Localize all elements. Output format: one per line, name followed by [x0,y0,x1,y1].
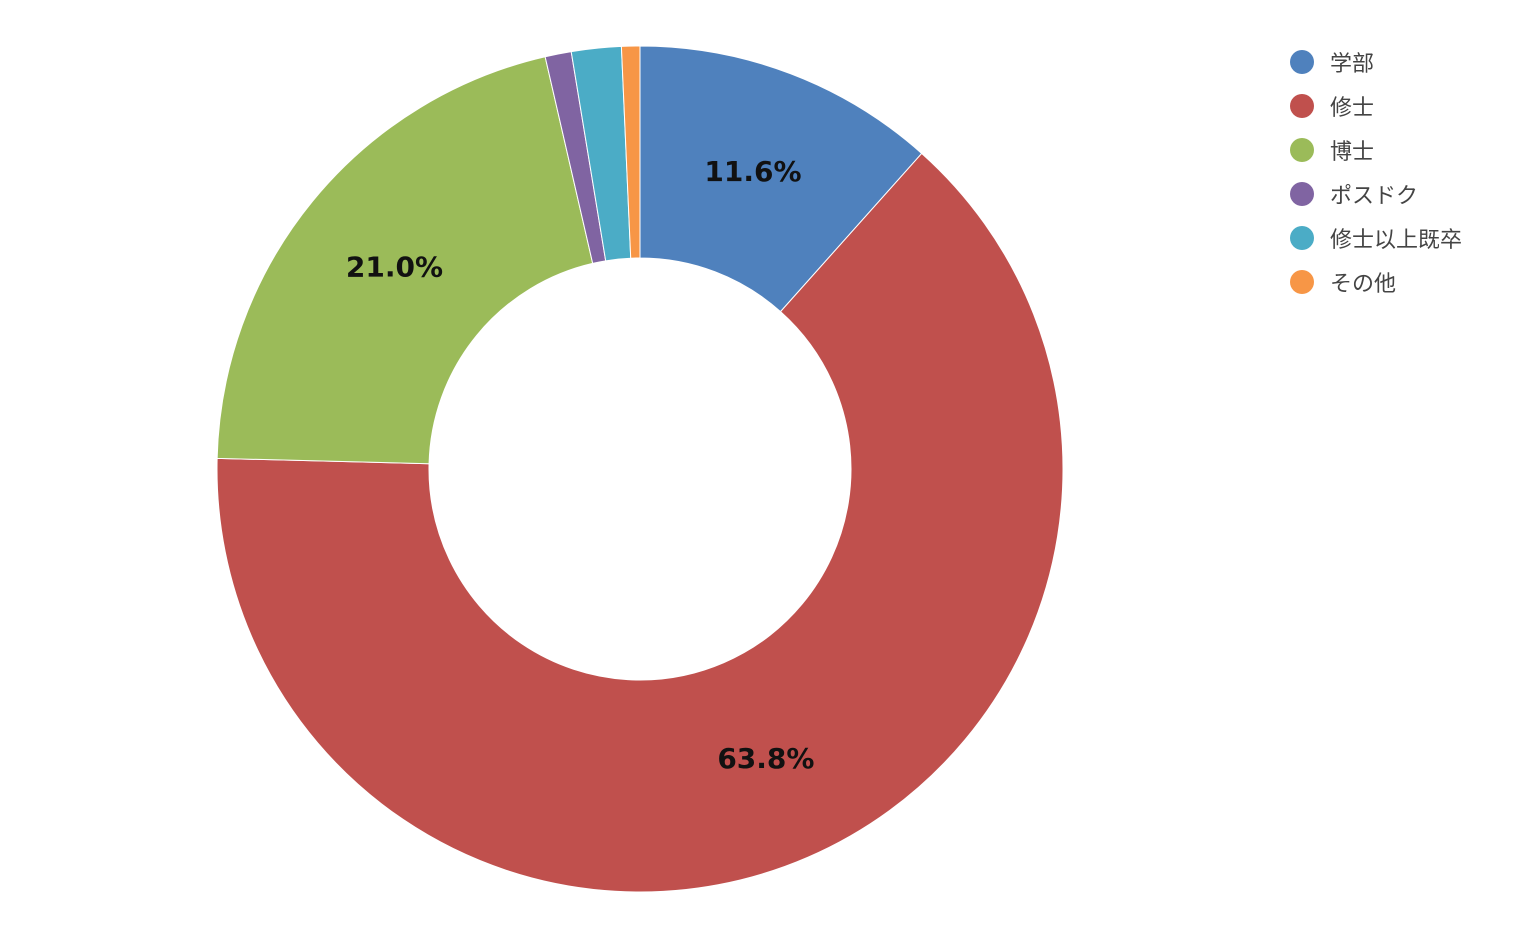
legend-marker-icon [1290,138,1314,162]
data-label: 21.0% [346,250,443,283]
slice-other [620,45,641,259]
legend-item-shushi: 修士 [1290,84,1515,128]
legend-marker-icon [1290,50,1314,74]
legend-marker-icon [1290,270,1314,294]
slice-shushi [216,152,1064,893]
legend-item-postdoc: ポスドク [1290,172,1515,216]
legend-label: 修士以上既卒 [1330,228,1463,253]
chart-legend: 学部 修士 博士 ポスドク 修士以上既卒 その他 [1290,40,1515,304]
legend-item-masters-graduate: 修士以上既卒 [1290,216,1515,260]
donut-data-labels: 11.6% 63.8% 21.0% [346,155,815,775]
legend-item-hakase: 博士 [1290,128,1515,172]
legend-label: 博士 [1330,140,1375,165]
data-label: 63.8% [717,742,814,775]
slice-hakase [216,56,594,465]
legend-marker-icon [1290,94,1314,118]
legend-item-other: その他 [1290,260,1515,304]
legend-label: 修士 [1330,96,1375,121]
legend-label: ポスドク [1330,184,1419,209]
legend-label: その他 [1330,272,1397,297]
data-label: 11.6% [704,155,801,188]
donut-slices [216,45,1064,893]
legend-marker-icon [1290,226,1314,250]
legend-label: 学部 [1330,52,1375,77]
legend-marker-icon [1290,182,1314,206]
legend-item-gakubu: 学部 [1290,40,1515,84]
slice-gakubu [639,45,923,313]
